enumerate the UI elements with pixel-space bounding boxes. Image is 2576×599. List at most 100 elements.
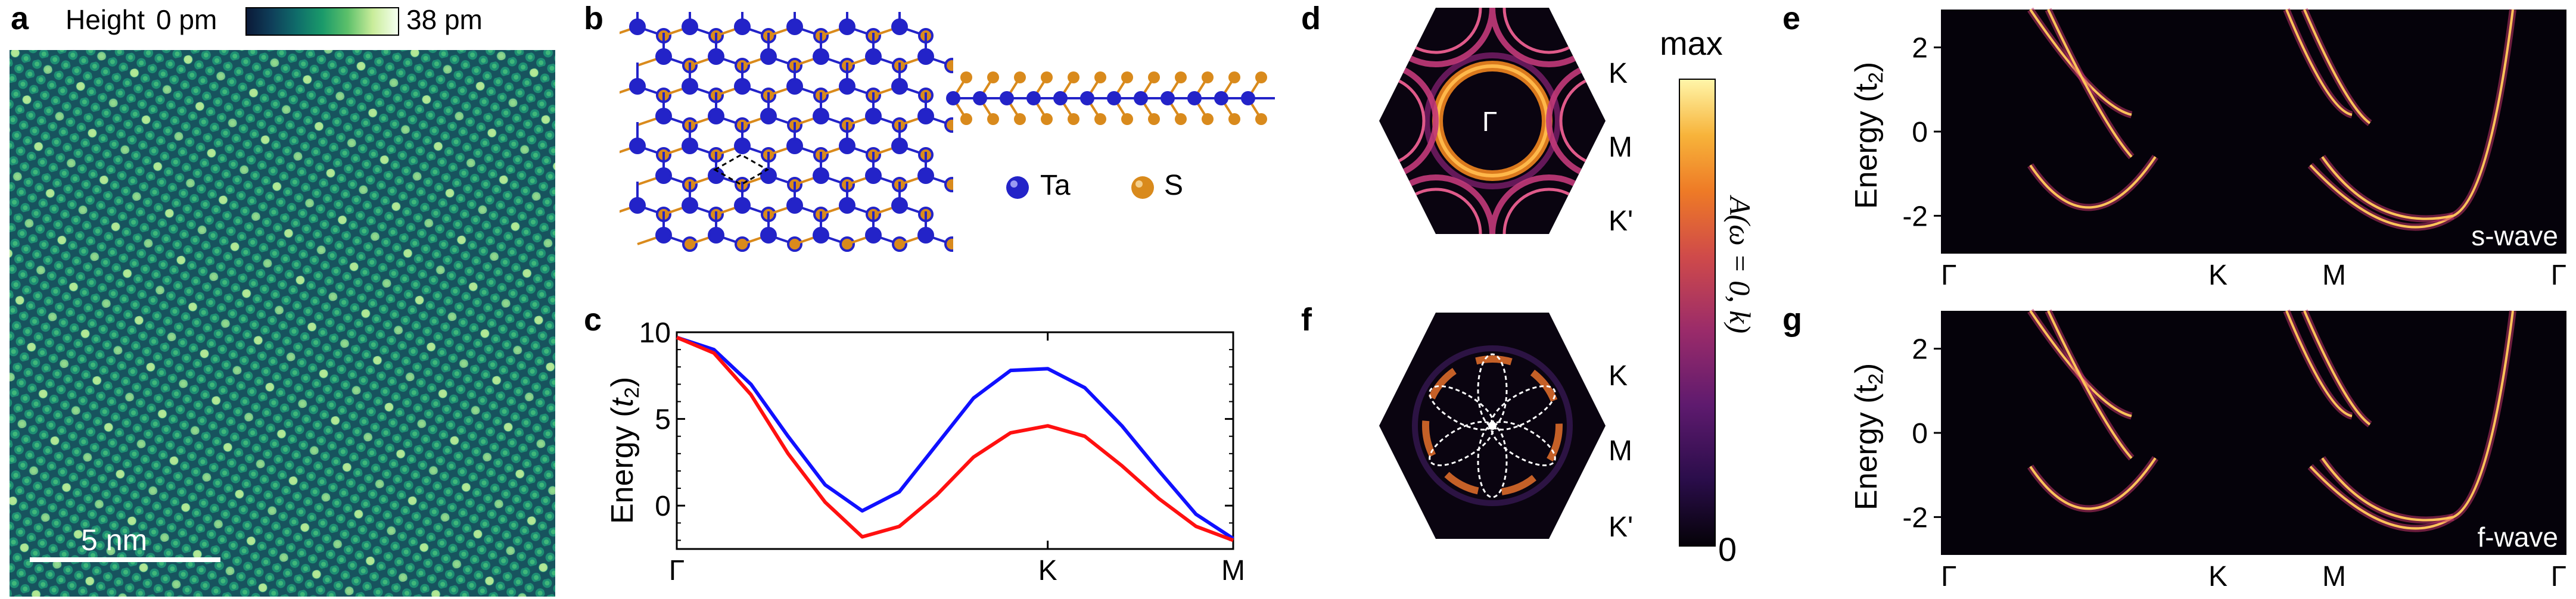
panel-letter-b: b xyxy=(584,1,603,36)
s-atom xyxy=(1175,113,1187,125)
y-axis-label: Energy (t2) xyxy=(1849,363,1887,510)
s-atom xyxy=(960,113,972,125)
spectral-band xyxy=(2029,156,2157,209)
band-line-1 xyxy=(676,335,1234,541)
ta-atom xyxy=(891,197,908,214)
ta-atom xyxy=(655,48,672,65)
ta-atom xyxy=(891,138,908,154)
spectral-band xyxy=(2285,310,2353,417)
ta-atom xyxy=(760,167,777,184)
spectral-colorbar-max: max xyxy=(1660,24,1723,62)
unit-cell-outline xyxy=(713,154,770,186)
ta-atom xyxy=(734,78,751,95)
f-kprime-label: K' xyxy=(1609,511,1634,543)
ta-atom xyxy=(865,108,882,124)
ta-atom xyxy=(629,18,646,35)
ta-atom xyxy=(1080,91,1094,105)
y-tick-label: 0 xyxy=(1912,117,1928,148)
spectral-band xyxy=(2029,457,2157,510)
ta-atom xyxy=(1214,91,1228,105)
height-colorbar-max: 38 pm xyxy=(406,4,483,35)
s-atom xyxy=(1094,71,1106,83)
ta-atom xyxy=(1107,91,1121,105)
s-atom xyxy=(944,177,953,192)
spectral-path-s-wave: 2 0 -2 Γ K M Γs-wave Energy (t2) xyxy=(1849,7,2566,291)
spectral-band xyxy=(2321,457,2454,522)
ta-atom xyxy=(813,108,829,124)
ta-atom xyxy=(786,18,803,35)
legend-ta-marker xyxy=(1006,176,1029,199)
s-atom xyxy=(1255,113,1267,125)
panel-letter-f: f xyxy=(1301,302,1312,338)
s-atom xyxy=(1041,113,1053,125)
ta-atom xyxy=(1161,91,1175,105)
s-atom xyxy=(987,113,999,125)
plot-frame xyxy=(676,331,1234,550)
ta-atom xyxy=(655,167,672,184)
s-atom xyxy=(944,58,953,73)
height-colorbar-title: Height xyxy=(66,4,145,35)
y-axis-label: Energy (t2) xyxy=(1849,62,1887,209)
ta-atom xyxy=(786,197,803,214)
y-tick-label: 5 xyxy=(655,404,671,436)
spectral-path-f-wave: 2 0 -2 Γ K M Γf-wave Energy (t2) xyxy=(1849,308,2566,592)
ta-atom xyxy=(917,167,934,184)
ta-atom xyxy=(629,197,646,214)
spectral-background xyxy=(1941,10,2566,254)
x-tick-label: Γ xyxy=(2551,260,2566,291)
legend-s-marker xyxy=(1131,176,1154,199)
ta-atom xyxy=(708,108,724,124)
s-atom xyxy=(1068,113,1079,125)
x-tick-label: M xyxy=(1221,555,1245,586)
s-atom xyxy=(960,71,972,83)
gamma-point-label: Γ xyxy=(1482,106,1497,137)
ta-atom xyxy=(682,138,698,154)
ta-atom xyxy=(839,18,855,35)
spectral-band xyxy=(2309,9,2514,229)
panel-letter-a: a xyxy=(11,1,29,36)
ta-atom xyxy=(760,108,777,124)
s-atom xyxy=(1148,71,1160,83)
spectral-band xyxy=(2309,310,2514,530)
s-atom xyxy=(1202,113,1214,125)
ta-atom xyxy=(1134,91,1148,105)
ta-atom xyxy=(1187,91,1202,105)
f-m-label: M xyxy=(1609,435,1632,467)
x-tick-label: Γ xyxy=(669,555,685,586)
s-atom xyxy=(1121,71,1133,83)
band-structure-chart: 10 5 0 Γ K M Energy (t2) xyxy=(605,322,1245,586)
x-tick-label: K xyxy=(1038,555,1057,586)
panel-letter-g: g xyxy=(1782,302,1802,338)
d-kprime-label: K' xyxy=(1609,205,1634,237)
ta-atom xyxy=(760,48,777,65)
s-atom xyxy=(1014,71,1026,83)
scale-bar-label: 5 nm xyxy=(81,523,147,557)
spectral-band xyxy=(2285,9,2353,116)
ta-atom xyxy=(734,18,751,35)
s-atom xyxy=(1228,71,1240,83)
ta-atom xyxy=(813,227,829,244)
spectral-background xyxy=(1941,311,2566,555)
y-tick-label: 0 xyxy=(655,491,671,522)
spectral-band xyxy=(2303,9,2371,124)
lattice-side-view xyxy=(946,71,1275,125)
s-atom xyxy=(1228,113,1240,125)
ta-atom xyxy=(839,197,855,214)
ta-atom xyxy=(682,18,698,35)
lattice-top-view xyxy=(620,12,953,252)
pairing-tag: f-wave xyxy=(2478,522,2558,553)
stm-topography-image: 5 nm xyxy=(10,50,555,597)
ta-atom xyxy=(813,48,829,65)
y-tick-label: 10 xyxy=(639,322,671,349)
s-atom xyxy=(1094,113,1106,125)
s-atom xyxy=(1068,71,1079,83)
ta-atom xyxy=(1026,91,1041,105)
s-atom xyxy=(1014,113,1026,125)
d-m-label: M xyxy=(1609,132,1632,163)
x-tick-label: Γ xyxy=(1941,260,1956,291)
ta-atom xyxy=(1053,91,1068,105)
x-tick-label: K xyxy=(2208,260,2227,291)
spectral-map-s-wave: Γ xyxy=(1379,8,1606,234)
s-atom xyxy=(1255,71,1267,83)
x-tick-label: K xyxy=(2208,561,2227,592)
